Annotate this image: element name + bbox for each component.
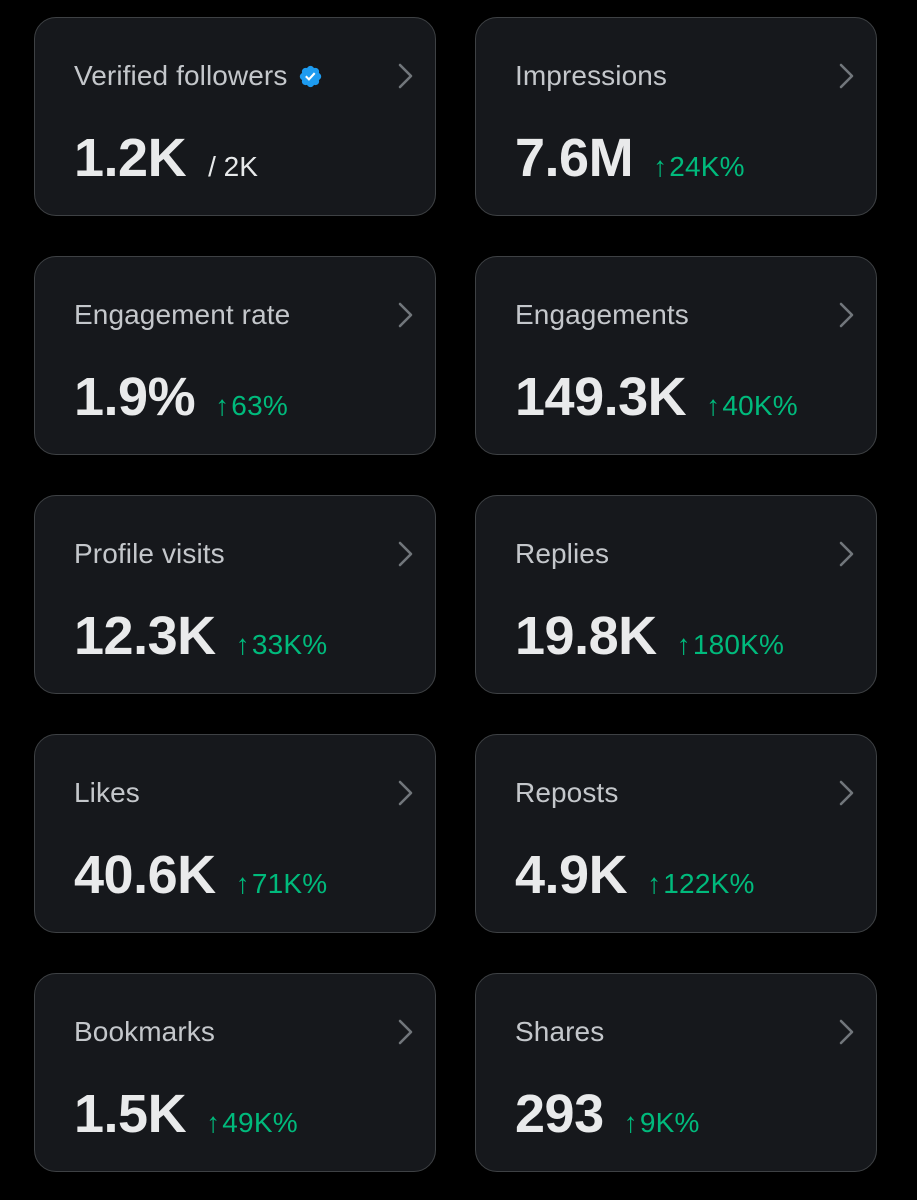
card-label: Bookmarks: [74, 1016, 215, 1047]
card-change: ↑180K%: [677, 629, 785, 661]
card-label: Shares: [515, 1016, 605, 1047]
card-change: ↑9K%: [624, 1107, 700, 1139]
card-value-row: 293 ↑9K%: [515, 1082, 700, 1146]
card-value: 1.9%: [74, 367, 196, 427]
card-change: ↑71K%: [236, 868, 328, 900]
card-label: Impressions: [515, 60, 668, 91]
card-shares[interactable]: Shares 293 ↑9K%: [475, 973, 877, 1172]
chevron-right-icon: [836, 779, 858, 807]
card-change: ↑40K%: [706, 390, 798, 422]
chevron-right-icon: [395, 540, 417, 568]
card-label: Profile visits: [74, 538, 225, 569]
card-change-value: 71K%: [251, 868, 328, 899]
card-value-row: 1.2K / 2K: [74, 126, 258, 190]
card-reposts[interactable]: Reposts 4.9K ↑122K%: [475, 734, 877, 933]
arrow-up-icon: ↑: [206, 1107, 221, 1138]
card-header: Impressions: [515, 58, 667, 94]
analytics-card-grid: Verified followers 1.2K / 2K Impressions…: [34, 17, 877, 1172]
card-header: Engagements: [515, 297, 689, 333]
card-header: Shares: [515, 1014, 604, 1050]
arrow-up-icon: ↑: [647, 868, 662, 899]
card-label: Engagement rate: [74, 299, 291, 330]
arrow-up-icon: ↑: [676, 629, 691, 660]
chevron-right-icon: [836, 1018, 858, 1046]
card-change-value: 24K%: [669, 151, 745, 182]
chevron-right-icon: [395, 301, 417, 329]
card-header: Bookmarks: [74, 1014, 215, 1050]
card-label: Verified followers: [74, 60, 288, 91]
card-value-row: 12.3K ↑33K%: [74, 604, 327, 668]
card-value: 12.3K: [74, 606, 216, 666]
card-engagement-rate[interactable]: Engagement rate 1.9% ↑63%: [34, 256, 436, 455]
card-change: ↑63%: [215, 390, 288, 422]
arrow-up-icon: ↑: [235, 868, 250, 899]
card-header: Verified followers: [74, 58, 323, 94]
card-engagements[interactable]: Engagements 149.3K ↑40K%: [475, 256, 877, 455]
card-impressions[interactable]: Impressions 7.6M ↑24K%: [475, 17, 877, 216]
card-change-value: 63%: [231, 390, 288, 421]
card-replies[interactable]: Replies 19.8K ↑180K%: [475, 495, 877, 694]
card-change-value: 9K%: [639, 1107, 700, 1138]
card-value-row: 7.6M ↑24K%: [515, 126, 745, 190]
card-header: Reposts: [515, 775, 618, 811]
card-change-value: 122K%: [663, 868, 755, 899]
card-header: Likes: [74, 775, 140, 811]
card-value-row: 1.9% ↑63%: [74, 365, 288, 429]
verified-badge-icon: [298, 64, 323, 89]
card-value-row: 4.9K ↑122K%: [515, 843, 755, 907]
chevron-right-icon: [836, 540, 858, 568]
card-change-value: 49K%: [222, 1107, 298, 1138]
card-value-row: 149.3K ↑40K%: [515, 365, 798, 429]
card-value-suffix: / 2K: [208, 151, 258, 182]
card-header: Engagement rate: [74, 297, 290, 333]
arrow-up-icon: ↑: [215, 390, 230, 421]
card-value-row: 1.5K ↑49K%: [74, 1082, 298, 1146]
chevron-right-icon: [836, 62, 858, 90]
card-value: 4.9K: [515, 845, 628, 905]
card-profile-visits[interactable]: Profile visits 12.3K ↑33K%: [34, 495, 436, 694]
card-label: Replies: [515, 538, 610, 569]
card-change: ↑24K%: [653, 151, 745, 183]
chevron-right-icon: [395, 1018, 417, 1046]
card-change: ↑122K%: [647, 868, 755, 900]
card-value-row: 40.6K ↑71K%: [74, 843, 327, 907]
card-value: 1.2K: [74, 128, 187, 188]
card-value: 7.6M: [515, 128, 634, 188]
arrow-up-icon: ↑: [706, 390, 721, 421]
card-label: Likes: [74, 777, 140, 808]
card-label: Engagements: [515, 299, 689, 330]
card-likes[interactable]: Likes 40.6K ↑71K%: [34, 734, 436, 933]
chevron-right-icon: [395, 62, 417, 90]
card-value: 40.6K: [74, 845, 216, 905]
card-change-value: 40K%: [722, 390, 798, 421]
card-change-value: 180K%: [692, 629, 785, 660]
chevron-right-icon: [836, 301, 858, 329]
card-change-value: 33K%: [251, 629, 328, 660]
arrow-up-icon: ↑: [623, 1107, 638, 1138]
arrow-up-icon: ↑: [653, 151, 668, 182]
card-verified-followers[interactable]: Verified followers 1.2K / 2K: [34, 17, 436, 216]
card-change: ↑33K%: [236, 629, 328, 661]
card-value: 293: [515, 1084, 604, 1144]
arrow-up-icon: ↑: [235, 629, 250, 660]
card-label: Reposts: [515, 777, 619, 808]
card-header: Replies: [515, 536, 609, 572]
card-value: 19.8K: [515, 606, 657, 666]
card-change: ↑49K%: [206, 1107, 298, 1139]
card-value-row: 19.8K ↑180K%: [515, 604, 784, 668]
card-bookmarks[interactable]: Bookmarks 1.5K ↑49K%: [34, 973, 436, 1172]
card-value: 1.5K: [74, 1084, 187, 1144]
card-header: Profile visits: [74, 536, 225, 572]
card-value: 149.3K: [515, 367, 687, 427]
chevron-right-icon: [395, 779, 417, 807]
